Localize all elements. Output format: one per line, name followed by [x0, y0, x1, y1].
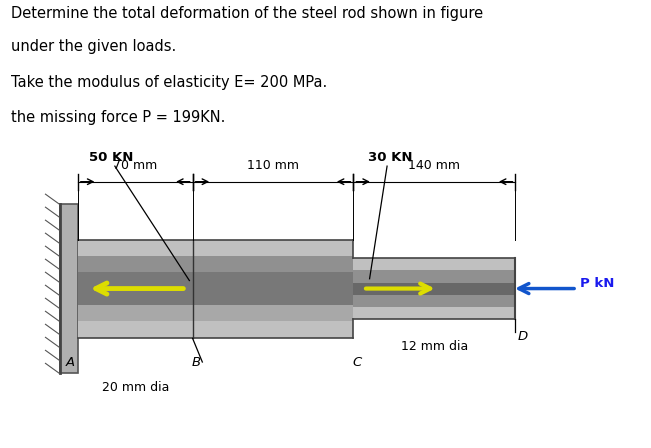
- Text: the missing force P = 199KN.: the missing force P = 199KN.: [11, 111, 225, 125]
- Text: C: C: [352, 356, 361, 369]
- Bar: [60, 204, 78, 373]
- Text: A: A: [66, 356, 75, 369]
- Text: D: D: [518, 330, 529, 343]
- Bar: [78, 272, 353, 289]
- Bar: [78, 256, 353, 272]
- Text: 30 KN: 30 KN: [368, 151, 412, 164]
- Bar: [78, 240, 353, 256]
- Text: 70 mm: 70 mm: [113, 159, 158, 172]
- Text: 110 mm: 110 mm: [247, 159, 299, 172]
- Text: 50 KN: 50 KN: [89, 151, 133, 164]
- Text: B: B: [191, 356, 201, 369]
- Bar: [353, 271, 516, 283]
- Text: 20 mm dia: 20 mm dia: [102, 381, 169, 394]
- Bar: [353, 295, 516, 307]
- Bar: [78, 289, 353, 305]
- Bar: [353, 283, 516, 295]
- Text: 140 mm: 140 mm: [408, 159, 460, 172]
- Text: P kN: P kN: [580, 277, 615, 290]
- Bar: [78, 321, 353, 337]
- Text: Determine the total deformation of the steel rod shown in figure: Determine the total deformation of the s…: [11, 6, 483, 21]
- Bar: [353, 307, 516, 319]
- Text: under the given loads.: under the given loads.: [11, 39, 176, 54]
- Bar: [78, 305, 353, 321]
- Bar: [353, 258, 516, 271]
- Text: Take the modulus of elasticity E= 200 MPa.: Take the modulus of elasticity E= 200 MP…: [11, 75, 327, 90]
- Text: 12 mm dia: 12 mm dia: [401, 340, 468, 353]
